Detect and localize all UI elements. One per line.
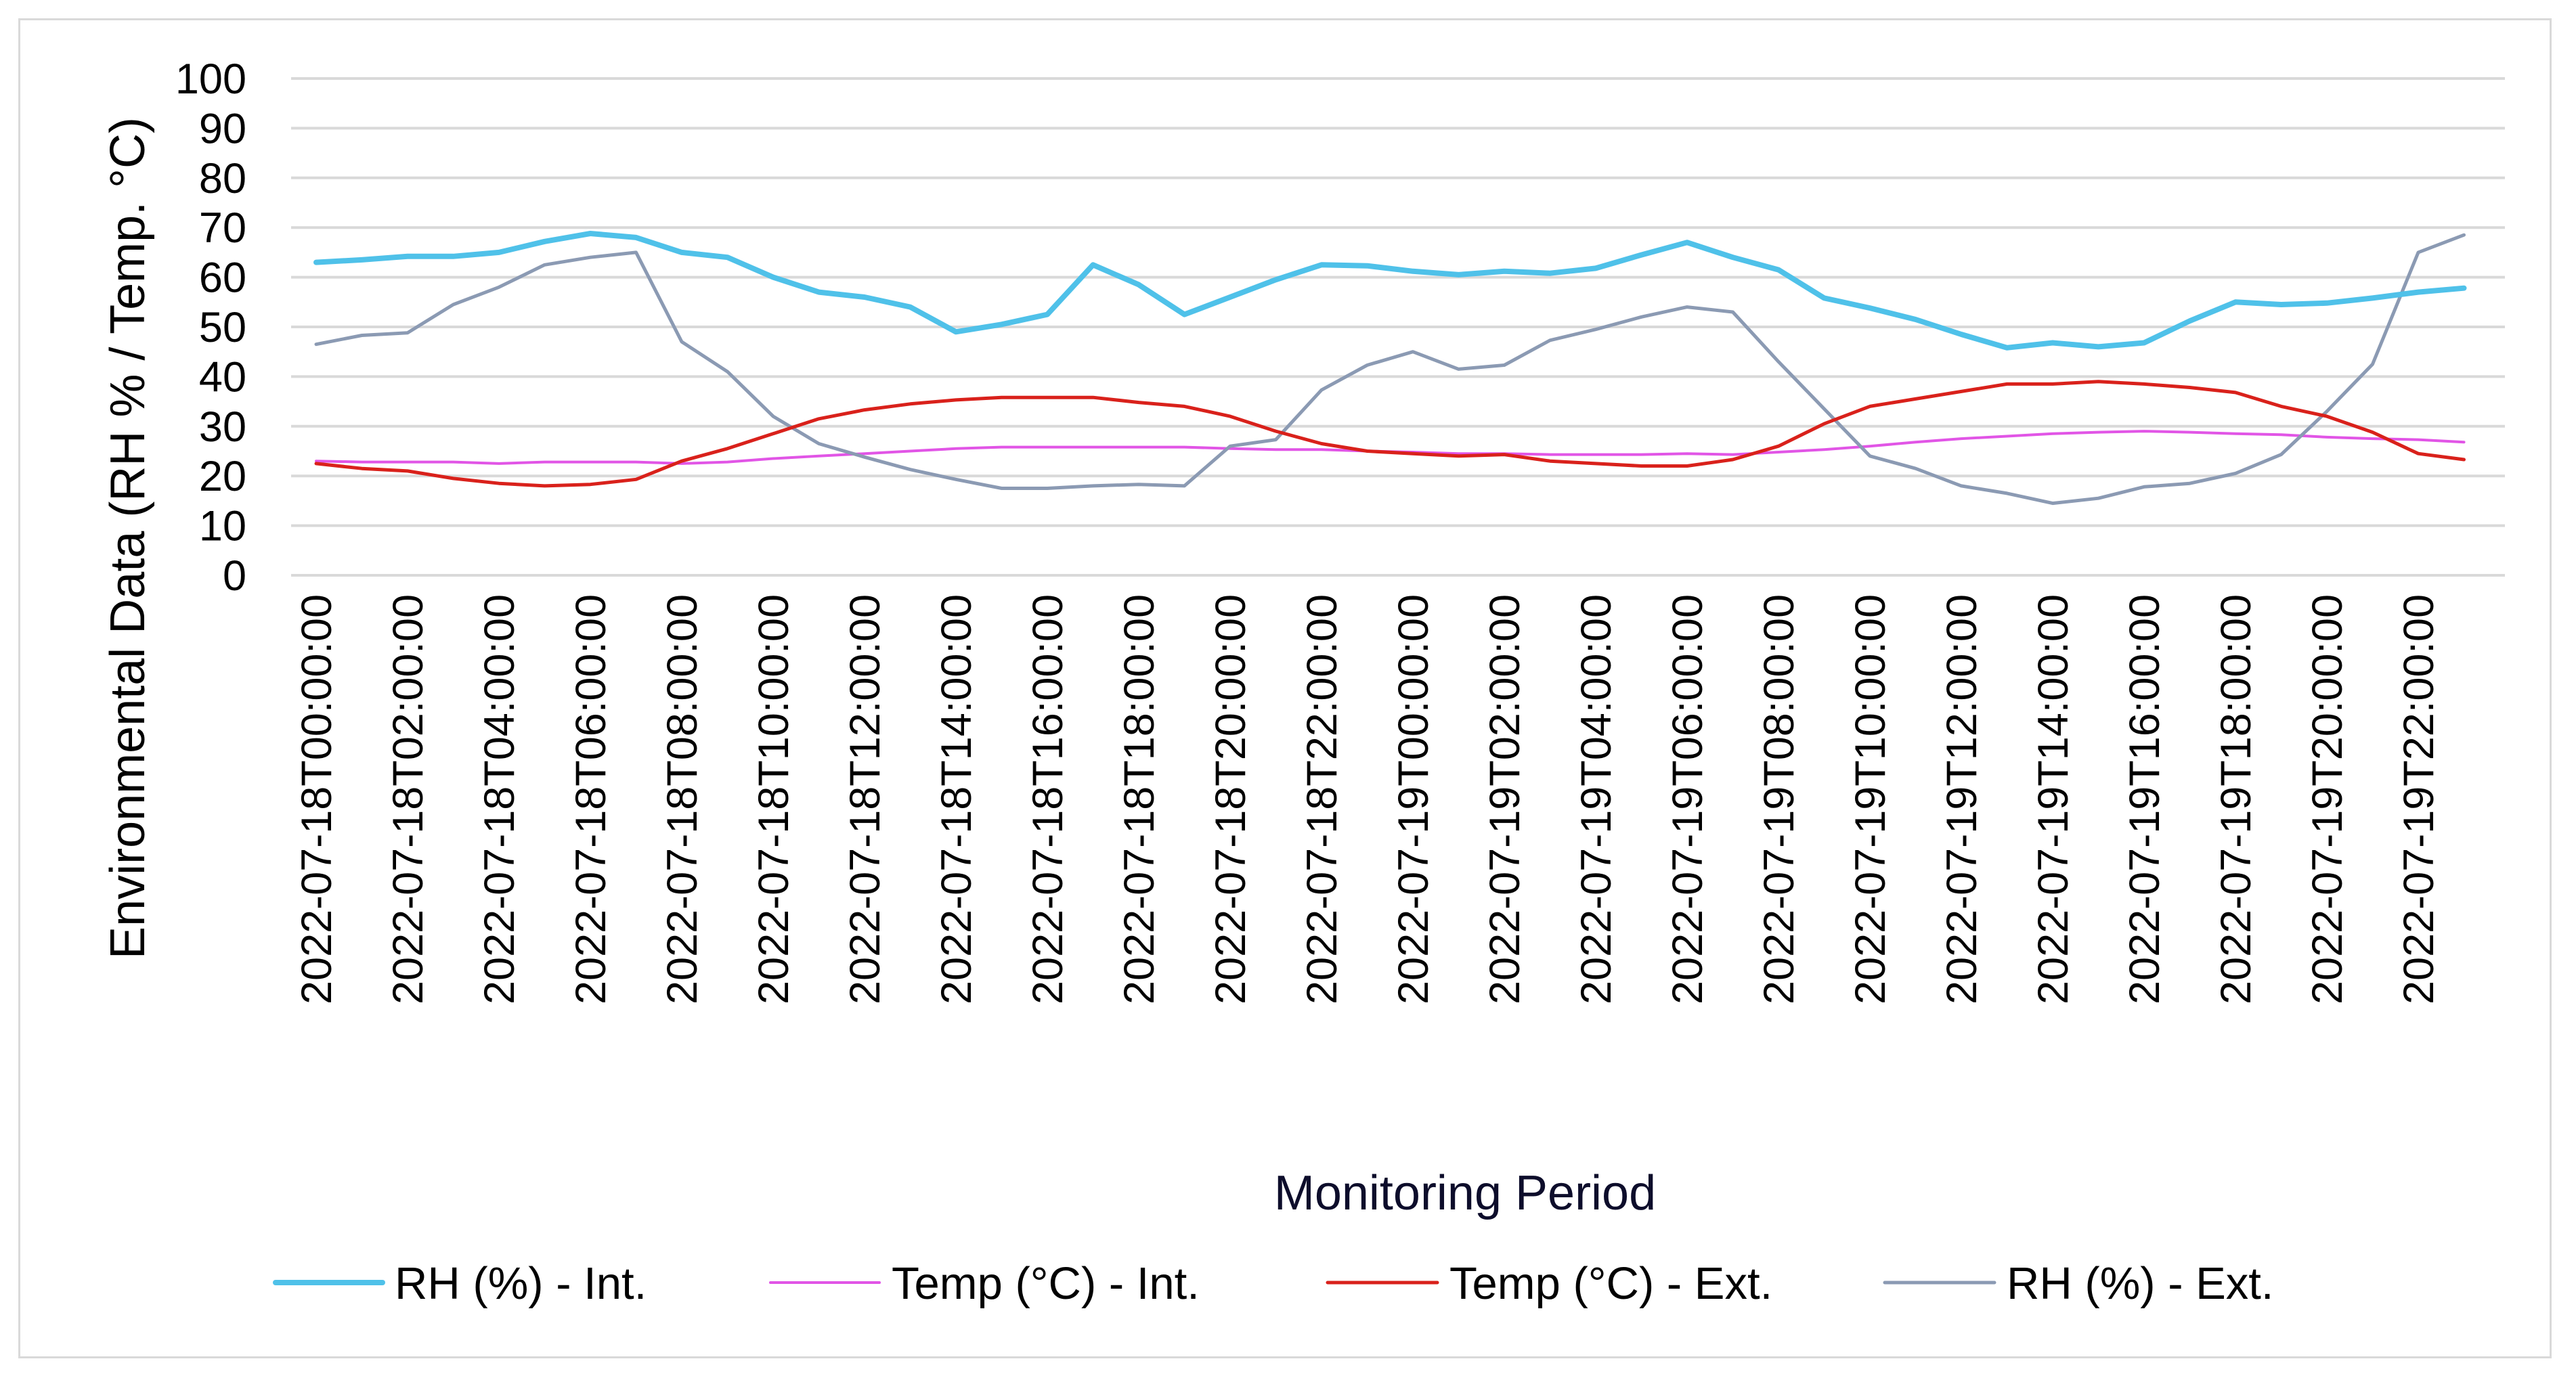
grid-lines [291,77,2505,577]
x-tick-label: 2022-07-19T22:00:00 [2395,594,2443,1004]
series-lines [313,231,2467,506]
y-tick-label: 90 [199,105,246,152]
x-tick-label: 2022-07-18T08:00:00 [659,594,706,1004]
x-tick-label: 2022-07-19T12:00:00 [1938,594,1986,1004]
x-tick-label: 2022-07-18T04:00:00 [476,594,523,1004]
y-tick-label: 0 [223,552,246,600]
legend: RH (%) - Int. Temp (°C) - Int. Temp (°C) -… [273,1258,2274,1309]
legend-label: Temp (°C) - Int. [892,1258,1200,1309]
x-axis-title: Monitoring Period [1274,1166,1656,1220]
x-tick-label: 2022-07-18T12:00:00 [842,594,889,1004]
x-tick-label: 2022-07-19T20:00:00 [2304,594,2351,1004]
chart-frame: 0 10 20 30 40 50 60 70 80 90 100 2022-07-18T00:00:… [18,18,2552,1358]
x-tick-label: 2022-07-19T10:00:00 [1847,594,1894,1004]
x-tick-label: 2022-07-19T04:00:00 [1573,594,1620,1004]
x-tick-label: 2022-07-18T18:00:00 [1116,594,1163,1004]
y-tick-label: 50 [199,304,246,351]
series-line-1 [315,430,2466,465]
y-tick-label: 100 [175,55,246,103]
x-tick-label: 2022-07-19T16:00:00 [2121,594,2168,1004]
x-tick-label: 2022-07-18T20:00:00 [1207,594,1254,1004]
y-tick-label: 40 [199,353,246,401]
x-tick-label: 2022-07-19T06:00:00 [1664,594,1711,1004]
series-line-2 [314,380,2466,488]
y-tick-label: 20 [199,453,246,500]
y-tick-label: 10 [199,503,246,550]
y-tick-label: 80 [199,155,246,202]
x-tick-label: 2022-07-18T02:00:00 [385,594,432,1004]
x-tick-label: 2022-07-19T08:00:00 [1755,594,1803,1004]
legend-label: Temp (°C) - Ext. [1449,1258,1772,1309]
x-tick-label: 2022-07-18T22:00:00 [1298,594,1346,1004]
series-line-3 [314,233,2466,506]
x-tick-label: 2022-07-19T00:00:00 [1390,594,1437,1004]
x-tick-label: 2022-07-19T14:00:00 [2030,594,2077,1004]
x-tick-labels: 2022-07-18T00:00:00 2022-07-18T02:00:00 20… [293,594,2443,1004]
x-tick-label: 2022-07-18T00:00:00 [293,594,341,1004]
x-tick-label: 2022-07-18T10:00:00 [750,594,798,1004]
legend-label: RH (%) - Ext. [2007,1258,2274,1309]
y-tick-label: 70 [199,204,246,252]
x-tick-label: 2022-07-19T02:00:00 [1481,594,1529,1004]
x-tick-label: 2022-07-18T16:00:00 [1024,594,1072,1004]
y-tick-label: 60 [199,254,246,302]
series-line-0 [313,231,2467,351]
x-tick-label: 2022-07-18T06:00:00 [567,594,615,1004]
legend-label: RH (%) - Int. [395,1258,647,1309]
x-tick-label: 2022-07-18T14:00:00 [933,594,980,1004]
y-axis-title: Environmental Data (RH % / Temp. °C) [101,117,155,959]
x-tick-label: 2022-07-19T18:00:00 [2212,594,2260,1004]
y-tick-label: 30 [199,403,246,451]
